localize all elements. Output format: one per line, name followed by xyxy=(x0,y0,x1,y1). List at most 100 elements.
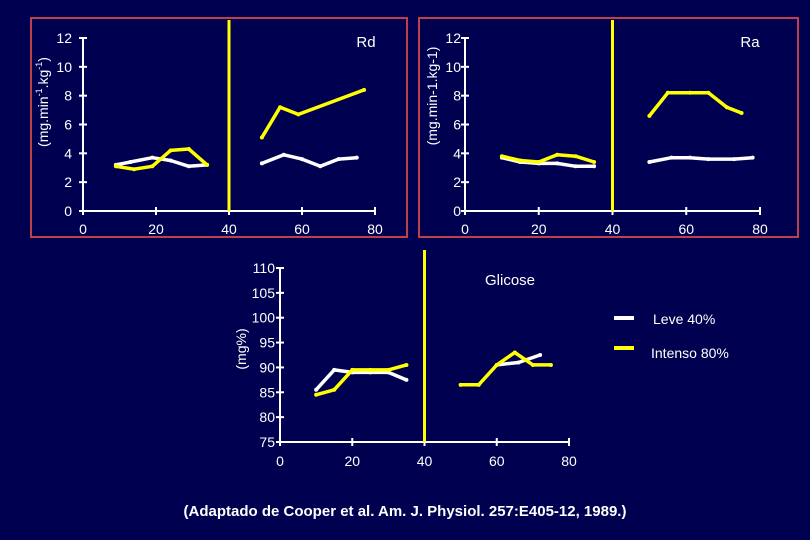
glicose-intenso-point xyxy=(314,392,319,397)
rd-leve-point xyxy=(186,164,191,169)
rd-y-tick-label: 0 xyxy=(64,203,72,219)
rd-y-tick-label: 12 xyxy=(56,30,72,46)
ra-y-tick-label: 8 xyxy=(453,88,461,104)
source-caption: (Adaptado de Cooper et al. Am. J. Physio… xyxy=(183,503,627,520)
rd-leve-point xyxy=(354,155,359,160)
ra-intenso-point xyxy=(665,90,670,95)
glicose-intenso-point xyxy=(548,362,553,367)
ra-leve-point xyxy=(592,164,597,169)
ra-intenso-point xyxy=(499,154,504,159)
ra-title: Ra xyxy=(740,34,760,51)
ra-intenso-point xyxy=(739,110,744,115)
rd-intenso-point xyxy=(168,148,173,153)
rd-intenso-line xyxy=(115,147,209,171)
rd-intenso-point xyxy=(296,112,301,117)
glicose-title: Glicose xyxy=(485,272,535,289)
ra-chart: 0 2 4 6 8 10 12 0 20 40 60 80 xyxy=(445,20,768,237)
rd-y-tick-label: 6 xyxy=(64,117,72,133)
glicose-leve-point xyxy=(332,367,337,372)
glicose-intenso-point xyxy=(458,382,463,387)
ra-intenso-point xyxy=(536,159,541,164)
rd-intenso-point xyxy=(259,135,264,140)
glicose-y-axis-label: (mg%) xyxy=(233,328,249,369)
rd-y-tick-label: 4 xyxy=(64,145,72,161)
glicose-y-tick-label: 75 xyxy=(259,434,275,450)
glicose-leve-point xyxy=(516,360,521,365)
glicose-x-tick-label: 20 xyxy=(344,453,360,469)
rd-intenso-point xyxy=(113,164,118,169)
rd-intenso-line xyxy=(260,88,365,139)
glicose-intenso-point xyxy=(368,367,373,372)
ra-intenso-point xyxy=(724,105,729,110)
rd-x-tick-label: 40 xyxy=(221,221,237,237)
ra-leve-point xyxy=(750,155,755,160)
rd-y-axis-label: (mg.min-1.kg-1) xyxy=(34,57,51,147)
ra-y-tick-label: 12 xyxy=(445,30,461,46)
ra-intenso-point xyxy=(573,154,578,159)
rd-leve-point xyxy=(336,157,341,162)
ra-panel-frame xyxy=(418,17,799,238)
glicose-x-tick-label: 60 xyxy=(489,453,505,469)
glicose-leve-point xyxy=(538,353,543,357)
ra-y-axis-label: (mg.min-1.kg-1) xyxy=(424,47,440,146)
glicose-x-tick-label: 40 xyxy=(417,453,433,469)
rd-intenso-point xyxy=(362,87,367,92)
rd-x-tick-label: 80 xyxy=(367,221,383,237)
glicose-y-tick-label: 110 xyxy=(253,260,276,276)
rd-intenso-point xyxy=(150,164,155,169)
rd-y-tick-label: 8 xyxy=(64,88,72,104)
rd-leve-point xyxy=(300,157,304,162)
rd-intenso-point xyxy=(205,162,210,167)
ra-leve-point xyxy=(732,157,737,162)
ra-intenso-point xyxy=(647,113,652,118)
ra-intenso-point xyxy=(706,90,711,95)
ra-x-tick-label: 20 xyxy=(531,221,547,237)
rd-x-tick-label: 0 xyxy=(79,221,87,237)
ra-leve-point xyxy=(555,161,560,166)
ra-intenso-point xyxy=(518,158,523,163)
legend-intenso-label: Intenso 80% xyxy=(651,345,729,361)
glicose-intenso-point xyxy=(350,367,355,372)
rd-intenso-point xyxy=(186,147,191,152)
glicose-leve-point xyxy=(404,377,409,382)
rd-leve-line xyxy=(261,153,357,169)
legend-leve-label: Leve 40% xyxy=(653,311,715,327)
glicose-intenso-line xyxy=(460,350,551,387)
glicose-intenso-point xyxy=(530,362,535,367)
rd-leve-point xyxy=(168,158,173,163)
ra-leve-point xyxy=(706,157,711,162)
ra-leve-point xyxy=(647,159,652,164)
rd-leve-point xyxy=(318,164,323,169)
glicose-intenso-point xyxy=(512,350,517,355)
rd-leve-point xyxy=(259,161,264,166)
glicose-leve-point xyxy=(314,387,319,392)
rd-x-tick-label: 60 xyxy=(294,221,310,237)
glicose-x-tick-label: 80 xyxy=(561,453,577,469)
rd-leve-point xyxy=(281,152,286,157)
rd-x-tick-label: 20 xyxy=(148,221,164,237)
rd-intenso-point xyxy=(132,167,137,172)
ra-leve-point xyxy=(687,155,692,160)
ra-x-tick-label: 80 xyxy=(752,221,768,237)
glicose-intenso-point xyxy=(332,387,337,392)
ra-y-tick-label: 6 xyxy=(453,117,461,133)
rd-leve-point xyxy=(128,159,133,164)
ra-intenso-point xyxy=(687,90,692,95)
rd-intenso-point xyxy=(278,105,283,110)
glicose-intenso-point xyxy=(494,362,499,367)
glicose-intenso-line xyxy=(315,363,407,397)
glicose-intenso-point xyxy=(386,367,391,372)
ra-leve-point xyxy=(669,155,674,160)
rd-y-tick-label: 2 xyxy=(64,174,72,190)
glicose-x-tick-label: 0 xyxy=(276,453,284,469)
glicose-y-tick-label: 105 xyxy=(252,285,276,301)
ra-intenso-line xyxy=(648,91,743,117)
ra-x-tick-label: 40 xyxy=(605,221,621,237)
rd-title: Rd xyxy=(356,34,375,51)
rd-y-tick-label: 10 xyxy=(56,59,72,75)
ra-x-tick-label: 0 xyxy=(461,221,469,237)
ra-y-tick-label: 2 xyxy=(453,174,461,190)
rd-panel-frame xyxy=(30,17,408,238)
ra-leve-line xyxy=(649,155,753,164)
